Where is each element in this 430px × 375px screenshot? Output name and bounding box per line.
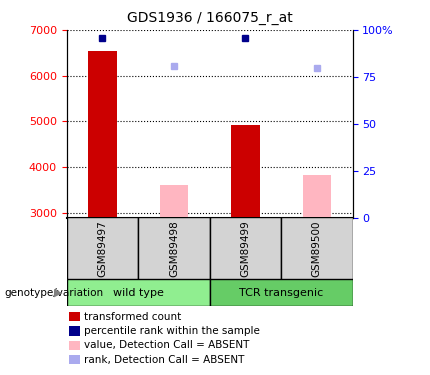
Bar bbox=[67, 217, 138, 279]
Text: rank, Detection Call = ABSENT: rank, Detection Call = ABSENT bbox=[84, 355, 244, 364]
Bar bbox=[303, 176, 331, 217]
Bar bbox=[209, 279, 353, 306]
Bar bbox=[88, 51, 117, 217]
Title: GDS1936 / 166075_r_at: GDS1936 / 166075_r_at bbox=[127, 11, 292, 25]
Text: GSM89498: GSM89498 bbox=[169, 220, 179, 277]
Bar bbox=[231, 125, 260, 218]
Bar bbox=[281, 217, 353, 279]
Bar bbox=[209, 217, 281, 279]
Text: transformed count: transformed count bbox=[84, 312, 181, 322]
Text: GSM89500: GSM89500 bbox=[312, 220, 322, 277]
Text: TCR transgenic: TCR transgenic bbox=[239, 288, 323, 297]
Text: percentile rank within the sample: percentile rank within the sample bbox=[84, 326, 260, 336]
Text: ▶: ▶ bbox=[54, 288, 62, 297]
Text: wild type: wild type bbox=[113, 288, 163, 297]
Text: value, Detection Call = ABSENT: value, Detection Call = ABSENT bbox=[84, 340, 249, 350]
Text: GSM89497: GSM89497 bbox=[97, 220, 108, 277]
Bar bbox=[67, 279, 209, 306]
Bar bbox=[138, 217, 209, 279]
Text: genotype/variation: genotype/variation bbox=[4, 288, 104, 297]
Text: GSM89499: GSM89499 bbox=[240, 220, 250, 277]
Bar bbox=[160, 184, 188, 218]
